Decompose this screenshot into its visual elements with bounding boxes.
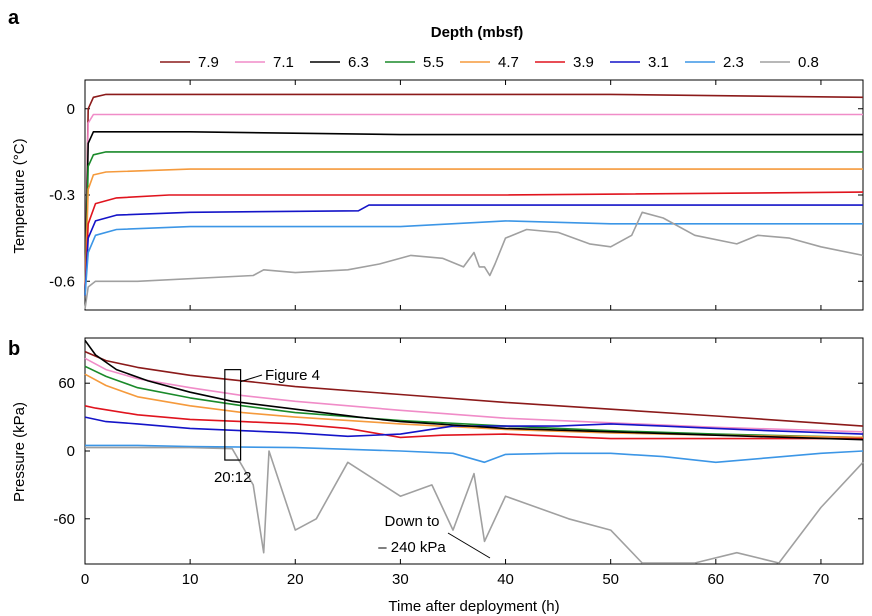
y-tick-label-60: 60 xyxy=(58,375,75,392)
series-3.1 xyxy=(84,416,864,438)
box-time-label: 20:12 xyxy=(214,469,252,486)
down-leader xyxy=(447,532,491,559)
series-3.9 xyxy=(84,191,864,296)
figure4-box xyxy=(224,369,242,461)
pressure-panel: 0 10 20 30 40 50 60 70 60 0 -60 Figure 4 20:12 Down … xyxy=(11,337,864,615)
figure4-label: Figure 4 xyxy=(265,367,320,384)
y-tick-label-0: 0 xyxy=(67,443,75,460)
pressure-annotations: Figure 4 20:12 Down to – 240 kPa xyxy=(214,367,491,559)
down-label-line1: Down to xyxy=(384,513,439,530)
legend-label-0.8: 0.8 xyxy=(798,54,819,71)
legend-label-3.9: 3.9 xyxy=(573,54,594,71)
series-6.3 xyxy=(84,131,863,296)
legend-label-3.1: 3.1 xyxy=(648,54,669,71)
series-6.3 xyxy=(84,339,864,441)
series-0.8 xyxy=(85,446,864,564)
figure4-leader xyxy=(240,374,263,383)
temperature-panel: 0 -0.3 -0.6 Temperature (°C) xyxy=(11,79,864,311)
pressure-y-axis-label: Pressure (kPa) xyxy=(11,402,28,502)
y-tick-label--60: -60 xyxy=(53,511,75,528)
legend-label-2.3: 2.3 xyxy=(723,54,744,71)
legend-title: Depth (mbsf) xyxy=(431,24,524,41)
legend-label-7.1: 7.1 xyxy=(273,54,294,71)
x-tick-label-70: 70 xyxy=(813,571,830,588)
legend-label-6.3: 6.3 xyxy=(348,54,369,71)
series-7.9 xyxy=(84,93,864,296)
series-7.1 xyxy=(84,357,864,433)
series-2.3 xyxy=(84,220,863,296)
x-tick-label-60: 60 xyxy=(707,571,724,588)
legend: 7.9 7.1 6.3 5.5 4.7 3.9 3.1 2.3 0.8 xyxy=(160,54,819,71)
temperature-y-axis-label: Temperature (°C) xyxy=(11,138,28,253)
series-7.1 xyxy=(84,113,863,296)
y-tick-label-0: 0 xyxy=(67,101,75,118)
series-5.5 xyxy=(84,151,863,296)
x-tick-label-40: 40 xyxy=(497,571,514,588)
pressure-ticks: 0 10 20 30 40 50 60 70 60 0 -60 xyxy=(53,338,863,588)
legend-label-5.5: 5.5 xyxy=(423,54,444,71)
series-5.5 xyxy=(84,365,864,439)
legend-label-7.9: 7.9 xyxy=(198,54,219,71)
pressure-plot-frame xyxy=(84,337,864,565)
panel-a-letter: a xyxy=(8,7,20,29)
x-axis-label: Time after deployment (h) xyxy=(388,598,559,615)
series-7.9 xyxy=(84,350,864,427)
x-tick-label-0: 0 xyxy=(81,571,89,588)
series-4.7 xyxy=(84,168,863,296)
y-tick-label--0.6: -0.6 xyxy=(49,273,75,290)
series-3.9 xyxy=(84,405,863,440)
down-label-line2: – 240 kPa xyxy=(378,539,446,556)
y-tick-label--0.3: -0.3 xyxy=(49,187,75,204)
x-tick-label-50: 50 xyxy=(602,571,619,588)
series-0.8 xyxy=(84,211,864,310)
temperature-series xyxy=(84,93,864,310)
pressure-series xyxy=(84,339,864,564)
series-3.1 xyxy=(84,204,863,296)
panel-b-letter: b xyxy=(8,338,20,360)
x-tick-label-30: 30 xyxy=(392,571,409,588)
legend-label-4.7: 4.7 xyxy=(498,54,519,71)
x-tick-label-20: 20 xyxy=(287,571,304,588)
x-tick-label-10: 10 xyxy=(182,571,199,588)
